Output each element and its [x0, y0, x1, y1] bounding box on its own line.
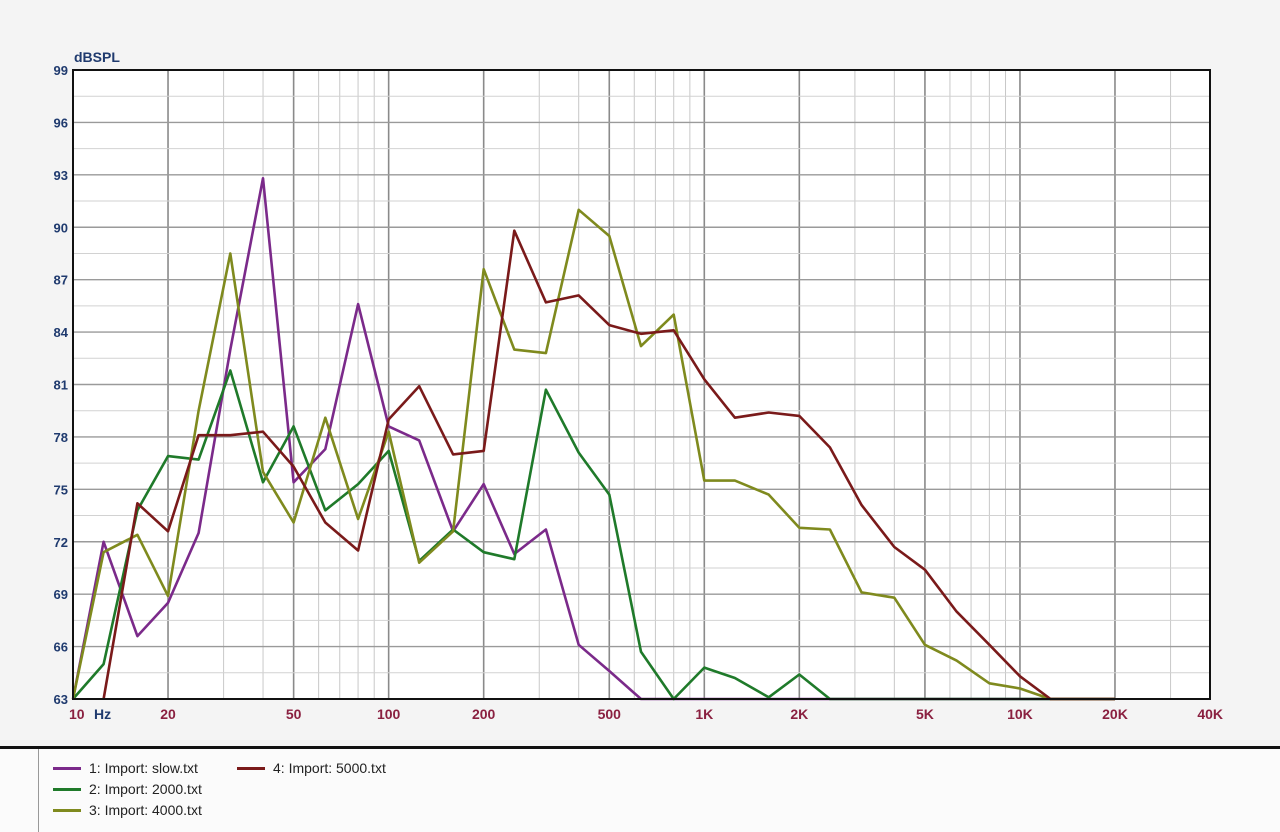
y-tick-label: 90 [54, 220, 68, 235]
legend-swatch [53, 808, 81, 812]
grid [73, 69, 1210, 700]
x-tick-label: 200 [472, 706, 496, 722]
y-tick-labels: 63 66 69 72 75 78 81 84 87 90 93 96 99 [54, 63, 69, 707]
y-tick-label: 84 [54, 325, 69, 340]
y-tick-label: 75 [54, 482, 68, 497]
legend-item: 3: Import: 4000.txt [53, 802, 202, 818]
x-tick-label: 10 [69, 706, 85, 722]
x-axis-unit-label: Hz [94, 706, 111, 722]
series-line-4 [102, 229, 1115, 701]
legend-swatch [53, 787, 81, 791]
x-tick-labels: 10 20 50 100 200 500 1K 2K 5K 10K 20K 40K [69, 706, 1223, 722]
legend-item: 1: Import: slow.txt [53, 760, 198, 776]
x-tick-label: 500 [598, 706, 622, 722]
y-tick-label: 66 [54, 640, 68, 655]
x-tick-label: 5K [916, 706, 934, 722]
y-tick-label: 87 [54, 273, 68, 288]
x-tick-label: 100 [377, 706, 401, 722]
y-tick-label: 99 [54, 63, 68, 78]
y-tick-label: 81 [54, 378, 68, 393]
y-tick-label: 69 [54, 587, 68, 602]
legend-swatch [53, 766, 81, 770]
x-tick-label: 50 [286, 706, 302, 722]
x-tick-label: 10K [1007, 706, 1033, 722]
legend-item: 2: Import: 2000.txt [53, 781, 202, 797]
legend-label: 1: Import: slow.txt [89, 760, 198, 776]
y-tick-label: 78 [54, 430, 68, 445]
y-tick-label: 93 [54, 168, 68, 183]
y-axis-label: dBSPL [74, 49, 120, 65]
plot-frame [72, 69, 1211, 700]
legend: 1: Import: slow.txt 2: Import: 2000.txt 3:… [38, 749, 1280, 832]
x-tick-label: 20 [160, 706, 176, 722]
y-tick-label: 72 [54, 535, 68, 550]
legend-swatch [237, 766, 265, 770]
y-tick-label: 96 [54, 115, 68, 130]
x-tick-label: 1K [695, 706, 713, 722]
legend-item: 4: Import: 5000.txt [237, 760, 386, 776]
x-tick-label: 2K [790, 706, 808, 722]
y-tick-label: 63 [54, 692, 68, 707]
series-line-3 [71, 208, 1115, 701]
legend-panel: 1: Import: slow.txt 2: Import: 2000.txt 3:… [0, 746, 1280, 832]
x-tick-label: 40K [1197, 706, 1223, 722]
legend-label: 2: Import: 2000.txt [89, 781, 202, 797]
legend-label: 3: Import: 4000.txt [89, 802, 202, 818]
response-chart: 63 66 69 72 75 78 81 84 87 90 93 96 99 10 20 50 100 200 5… [53, 49, 1223, 722]
legend-label: 4: Import: 5000.txt [273, 760, 386, 776]
x-tick-label: 20K [1102, 706, 1128, 722]
